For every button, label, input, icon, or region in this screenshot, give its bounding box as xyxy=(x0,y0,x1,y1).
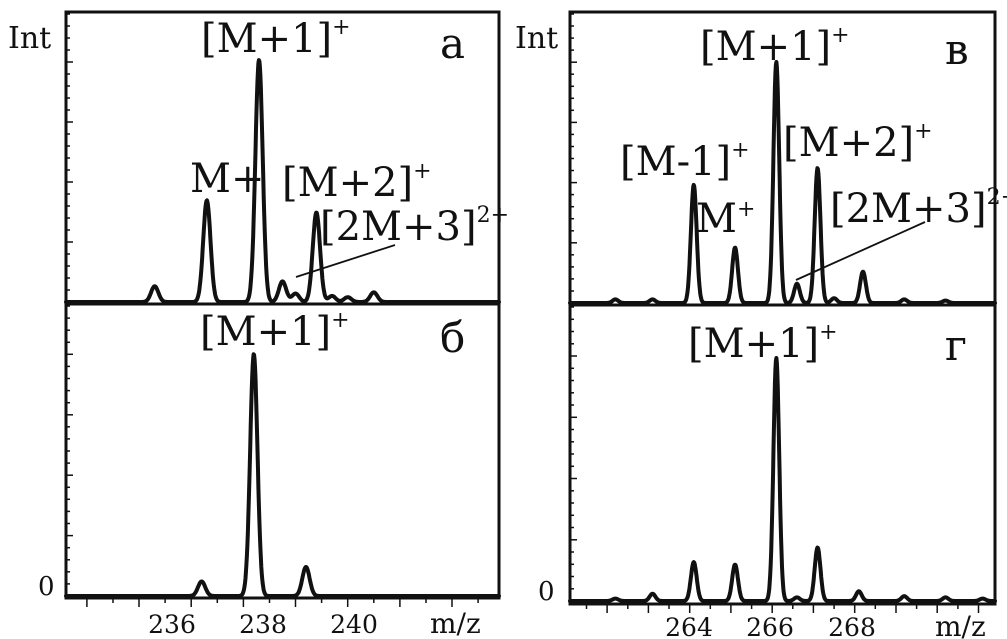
panel-d-x-unit: m/z xyxy=(935,610,986,639)
panel-d-tick-label-268: 268 xyxy=(828,613,876,639)
panel-a-y-ticks xyxy=(66,13,73,303)
panel-d-spectrum-trace xyxy=(568,356,997,603)
panel-d: 0 г [M+1]+ 264 266 268 m/z xyxy=(538,303,997,639)
panel-c-label-m-minus-1: [M-1]+ xyxy=(620,138,750,185)
panel-a-label-m-plus: M+ xyxy=(190,156,264,202)
panel-d-tick-label-266: 266 xyxy=(746,613,794,639)
panel-d-tick-label-264: 264 xyxy=(665,613,713,639)
panel-a-label-m-plus-1: [M+1]+ xyxy=(201,15,351,62)
panel-c-ylabel: Int xyxy=(515,21,558,56)
panel-b-tick-label-238: 238 xyxy=(239,610,287,639)
panel-a-spectrum-trace xyxy=(64,58,501,304)
panel-d-x-ticks xyxy=(585,604,980,613)
panel-c-label-m-plus-1: [M+1]+ xyxy=(700,23,850,70)
panel-b-x-ticks xyxy=(86,598,479,607)
panel-d-letter: г xyxy=(945,321,967,370)
panel-b-spectrum-trace xyxy=(64,352,501,598)
panel-b-letter: б xyxy=(440,313,465,362)
panel-a-ylabel: Int xyxy=(8,21,51,56)
panel-b-y-zero: 0 xyxy=(38,572,55,602)
panel-c-leader-line xyxy=(795,221,926,281)
panel-a-label-2m-plus-3: [2M+3]2+ xyxy=(320,203,509,250)
panel-c-spectrum-trace xyxy=(568,60,997,305)
panel-c-label-m: M+ xyxy=(696,196,755,242)
panel-b-x-unit: m/z xyxy=(430,607,481,639)
panel-c: Int в [M-1]+ M+ [M+1]+ [M+2]+ [2M+3]2+ xyxy=(515,10,1007,307)
panel-a-label-m-plus-2: [M+2]+ xyxy=(282,159,432,206)
panel-b-tick-label-240: 240 xyxy=(330,610,378,639)
panel-b-tick-label-236: 236 xyxy=(148,610,196,639)
panel-b: 0 б [M+1]+ 236 238 240 m/z xyxy=(38,302,501,639)
panel-d-label-m-plus-1: [M+1]+ xyxy=(688,320,838,367)
panel-b-label-m-plus-1: [M+1]+ xyxy=(200,308,350,355)
panel-a: Int а M+ [M+1]+ [M+2]+ [2M+3]2+ xyxy=(8,10,509,306)
panel-a-letter: а xyxy=(440,19,465,68)
panel-c-label-2m-plus-3: [2M+3]2+ xyxy=(830,185,1007,232)
panel-a-leader-line xyxy=(295,244,396,278)
panel-c-letter: в xyxy=(945,25,969,74)
panel-d-y-zero: 0 xyxy=(538,577,555,607)
panel-c-label-m-plus-2: [M+2]+ xyxy=(783,119,933,166)
